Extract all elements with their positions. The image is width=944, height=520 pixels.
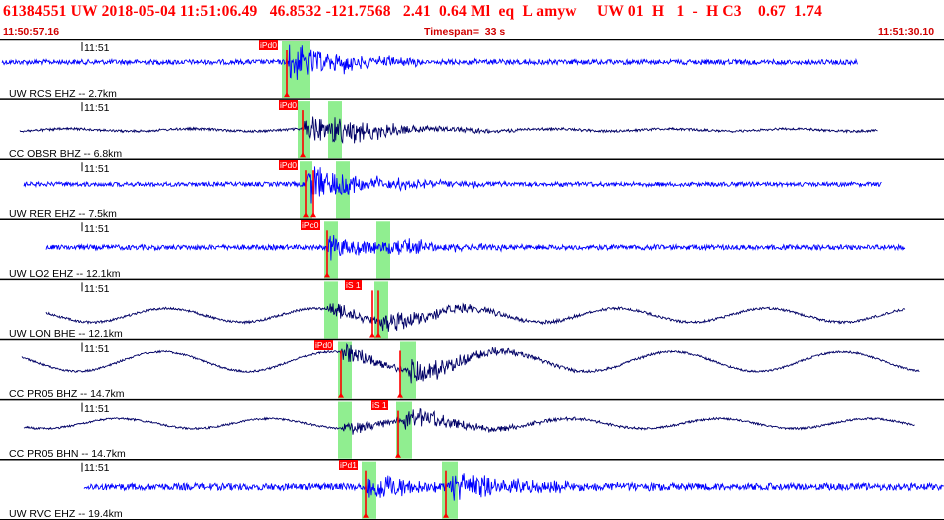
pick-marker-arrow — [303, 212, 309, 218]
pick-marker-arrow — [375, 332, 381, 338]
pick-marker-arrow — [310, 212, 316, 218]
seismogram-panel[interactable]: 11:51 11:51 11:51 11:51 11:51 11:51 11:5… — [0, 39, 944, 520]
event-header: 61384551 UW 2018-05-04 11:51:06.49 46.85… — [0, 0, 944, 40]
seismic-waveform — [45, 302, 906, 332]
seismic-waveform — [1, 44, 858, 80]
phase-pick-flag[interactable]: iPd0 — [279, 100, 299, 110]
pick-marker-arrow — [324, 272, 330, 278]
minute-tick-label: 11:51 — [84, 462, 110, 474]
phase-pick-flag[interactable]: iS 1 — [345, 280, 362, 290]
channel-label: UW LO2 EHZ -- 12.1km — [9, 268, 121, 280]
pick-marker-arrow — [397, 392, 403, 398]
seismic-waveform — [21, 342, 920, 384]
pick-marker-arrow — [395, 452, 401, 458]
pick-marker-arrow — [338, 392, 344, 398]
waveform-canvas[interactable] — [0, 39, 944, 520]
channel-label: CC PR05 BHN -- 14.7km — [9, 448, 126, 460]
pick-window — [338, 401, 352, 459]
minute-tick-label: 11:51 — [84, 102, 110, 114]
seismic-waveform — [23, 166, 882, 204]
pick-marker-arrow — [284, 92, 290, 98]
pick-marker-arrow — [363, 512, 369, 518]
minute-tick-label: 11:51 — [84, 163, 110, 175]
pick-window — [374, 281, 388, 339]
seismic-waveform — [83, 473, 944, 501]
channel-label: UW RER EHZ -- 7.5km — [9, 208, 117, 220]
pick-marker-arrow — [369, 332, 375, 338]
minute-tick-label: 11:51 — [84, 223, 110, 235]
timespan-label: Timespan= 33 s — [424, 26, 506, 38]
phase-pick-flag[interactable]: iPd1 — [339, 460, 359, 470]
minute-tick-label: 11:51 — [84, 403, 110, 415]
minute-tick-label: 11:51 — [84, 343, 110, 355]
minute-tick-label: 11:51 — [84, 283, 110, 295]
channel-label: UW LON BHE -- 12.1km — [9, 328, 123, 340]
seismic-waveform — [45, 234, 906, 261]
start-time-label: 11:50:57.16 — [3, 26, 60, 38]
channel-label: CC OBSR BHZ -- 6.8km — [9, 148, 123, 160]
seismic-waveform — [19, 116, 878, 145]
pick-marker-arrow — [443, 512, 449, 518]
phase-pick-flag[interactable]: iPd0 — [259, 40, 279, 50]
pick-marker-arrow — [300, 152, 306, 158]
channel-label: UW RCS EHZ -- 2.7km — [9, 88, 117, 100]
minute-tick-label: 11:51 — [84, 42, 110, 54]
channel-label: CC PR05 BHZ -- 14.7km — [9, 388, 125, 400]
phase-pick-flag[interactable]: iPd0 — [314, 340, 334, 350]
phase-pick-flag[interactable]: iPc0 — [301, 220, 320, 230]
phase-pick-flag[interactable]: iPd0 — [279, 160, 299, 170]
seismic-waveform — [23, 407, 915, 435]
event-summary-line: 61384551 UW 2018-05-04 11:51:06.49 46.85… — [3, 3, 823, 20]
end-time-label: 11:51:30.10 — [878, 26, 935, 38]
channel-label: UW RVC EHZ -- 19.4km — [9, 508, 123, 520]
pick-window — [336, 161, 350, 219]
phase-pick-flag[interactable]: iS 1 — [371, 400, 388, 410]
